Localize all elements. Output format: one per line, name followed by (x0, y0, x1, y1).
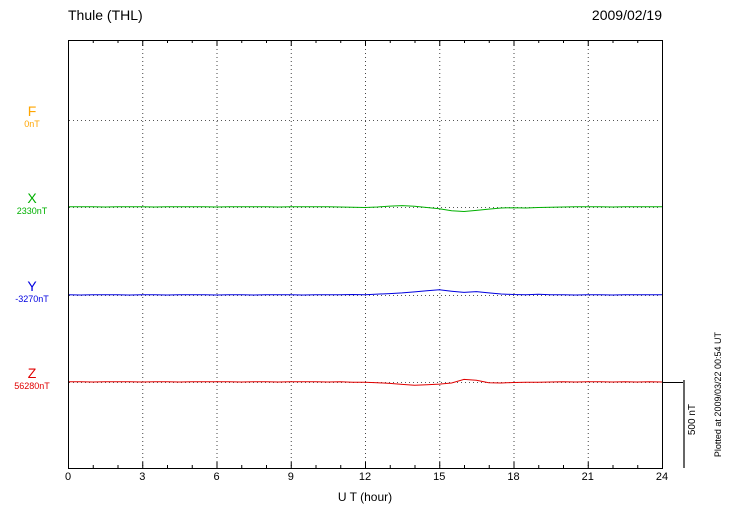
series-name-F: F (27, 103, 37, 119)
series-label-F: F 0nT (0, 104, 64, 130)
series-name-Z: Z (27, 365, 37, 381)
series-baseline-Y: -3270nT (15, 294, 49, 304)
series-name-Y: Y (27, 278, 37, 294)
series-baseline-X: 2330nT (16, 206, 48, 216)
series-baseline-F: 0nT (24, 119, 40, 129)
plotted-at-label: Plotted at 2009/03/22 00:54 UT (713, 332, 723, 458)
series-label-X: X 2330nT (0, 191, 64, 217)
series-label-Z: Z 56280nT (0, 366, 64, 392)
series-baseline-Z: 56280nT (14, 381, 50, 391)
scale-bar-label: 500 nT (687, 404, 698, 436)
series-label-Y: Y -3270nT (0, 279, 64, 305)
page-title: Thule (THL) (68, 7, 143, 23)
x-axis-title: U T (hour) (337, 490, 393, 504)
series-name-X: X (27, 190, 37, 206)
date-label: 2009/02/19 (591, 7, 662, 23)
